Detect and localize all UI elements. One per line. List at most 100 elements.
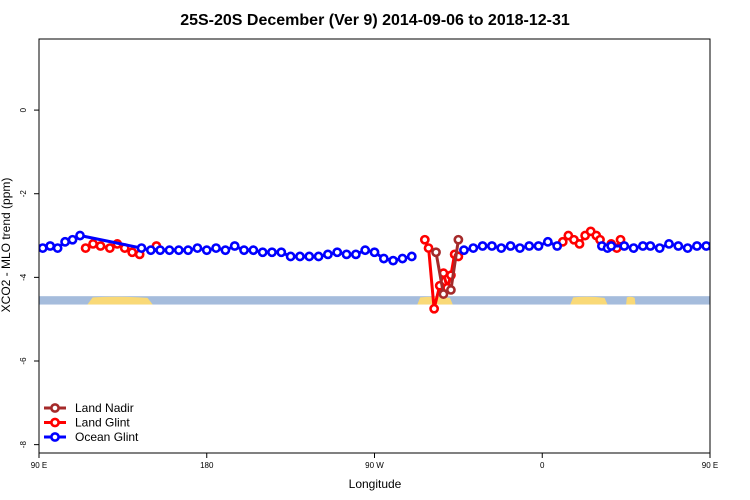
data-point xyxy=(173,245,184,256)
y-tick-label: -6 xyxy=(19,357,28,365)
data-point xyxy=(183,245,194,256)
data-point xyxy=(453,234,464,245)
data-point xyxy=(725,244,732,251)
land-patch xyxy=(87,296,153,305)
x-tick-label: 90 W xyxy=(365,461,384,470)
data-point xyxy=(397,253,408,264)
data-point xyxy=(95,241,106,251)
data-point xyxy=(628,243,639,253)
y-tick-label: -2 xyxy=(19,190,28,198)
data-point xyxy=(654,243,665,253)
data-point xyxy=(350,249,361,260)
data-point xyxy=(323,249,333,260)
data-point xyxy=(248,245,259,256)
data-point xyxy=(45,241,56,251)
data-point xyxy=(220,245,231,256)
data-point xyxy=(211,243,221,253)
data-point xyxy=(496,243,507,253)
data-point xyxy=(701,241,710,251)
y-tick-label: -4 xyxy=(19,273,28,281)
data-point xyxy=(673,241,684,251)
data-point xyxy=(80,243,91,253)
axes: 90 E 180 90 W 0 90 E 0 -2 -4 -6 -8 xyxy=(19,107,718,470)
data-point xyxy=(734,242,741,249)
data-point xyxy=(708,244,710,252)
data-point xyxy=(39,243,48,253)
y-axis-label: XCO2 - MLO trend (ppm) xyxy=(0,178,13,313)
data-point xyxy=(285,251,296,262)
series-land-nadir xyxy=(431,234,464,299)
legend-label: Land Nadir xyxy=(75,401,134,415)
data-point xyxy=(446,285,456,295)
y-tick-label: 0 xyxy=(19,107,28,112)
data-point xyxy=(52,243,63,253)
chart-title: 25S-20S December (Ver 9) 2014-09-06 to 2… xyxy=(180,12,570,29)
data-point xyxy=(606,241,617,251)
data-point xyxy=(388,255,399,266)
data-point xyxy=(88,239,98,249)
series-ocean-glint xyxy=(39,230,749,266)
data-point xyxy=(369,247,380,258)
data-point xyxy=(682,243,693,253)
data-point xyxy=(542,236,553,247)
legend-label: Land Glint xyxy=(75,416,130,430)
data-point xyxy=(718,247,725,254)
x-axis-label: Longitude xyxy=(349,477,402,491)
data-point xyxy=(75,230,85,241)
data-point xyxy=(692,241,702,251)
data-point xyxy=(438,289,449,299)
land-patch xyxy=(570,296,608,305)
data-point xyxy=(638,241,648,251)
legend-label: Ocean Glint xyxy=(75,430,139,444)
data-point xyxy=(67,234,78,245)
data-point xyxy=(514,243,525,253)
data-point xyxy=(459,245,469,256)
data-point xyxy=(332,247,343,258)
legend-marker xyxy=(50,432,60,442)
data-point xyxy=(645,241,656,251)
x-tick-label: 90 E xyxy=(702,461,718,470)
y-tick-label: -8 xyxy=(19,441,28,449)
surface-type-strip xyxy=(39,296,710,305)
data-point xyxy=(239,245,249,256)
series-layer xyxy=(39,226,749,314)
data-point xyxy=(201,245,212,256)
data-point xyxy=(664,239,674,249)
data-point xyxy=(295,251,305,262)
data-point xyxy=(431,247,441,258)
data-point xyxy=(313,251,324,262)
data-point xyxy=(60,236,70,247)
data-point xyxy=(524,241,535,251)
data-point xyxy=(378,253,389,264)
data-point xyxy=(574,239,585,249)
data-point xyxy=(419,234,430,245)
legend-marker xyxy=(50,403,60,413)
data-point xyxy=(155,245,166,256)
data-point xyxy=(276,247,287,258)
data-point xyxy=(104,243,115,253)
data-point xyxy=(533,241,544,251)
data-point xyxy=(341,249,352,260)
data-point xyxy=(742,244,749,251)
data-point xyxy=(136,243,147,253)
data-point xyxy=(619,241,630,251)
ocean-band xyxy=(39,296,710,305)
data-point xyxy=(429,303,440,314)
data-point xyxy=(192,243,203,253)
data-point xyxy=(267,247,277,258)
data-point xyxy=(229,241,240,251)
x-tick-label: 90 E xyxy=(31,461,47,470)
x-tick-label: 180 xyxy=(200,461,214,470)
data-point xyxy=(423,243,434,253)
x-tick-label: 0 xyxy=(540,461,545,470)
data-point xyxy=(406,251,417,262)
legend-marker xyxy=(50,417,60,428)
data-point xyxy=(145,245,156,256)
data-point xyxy=(477,241,488,251)
data-point xyxy=(164,245,175,256)
data-point xyxy=(468,243,479,253)
data-point xyxy=(360,245,371,256)
data-point xyxy=(487,241,497,251)
